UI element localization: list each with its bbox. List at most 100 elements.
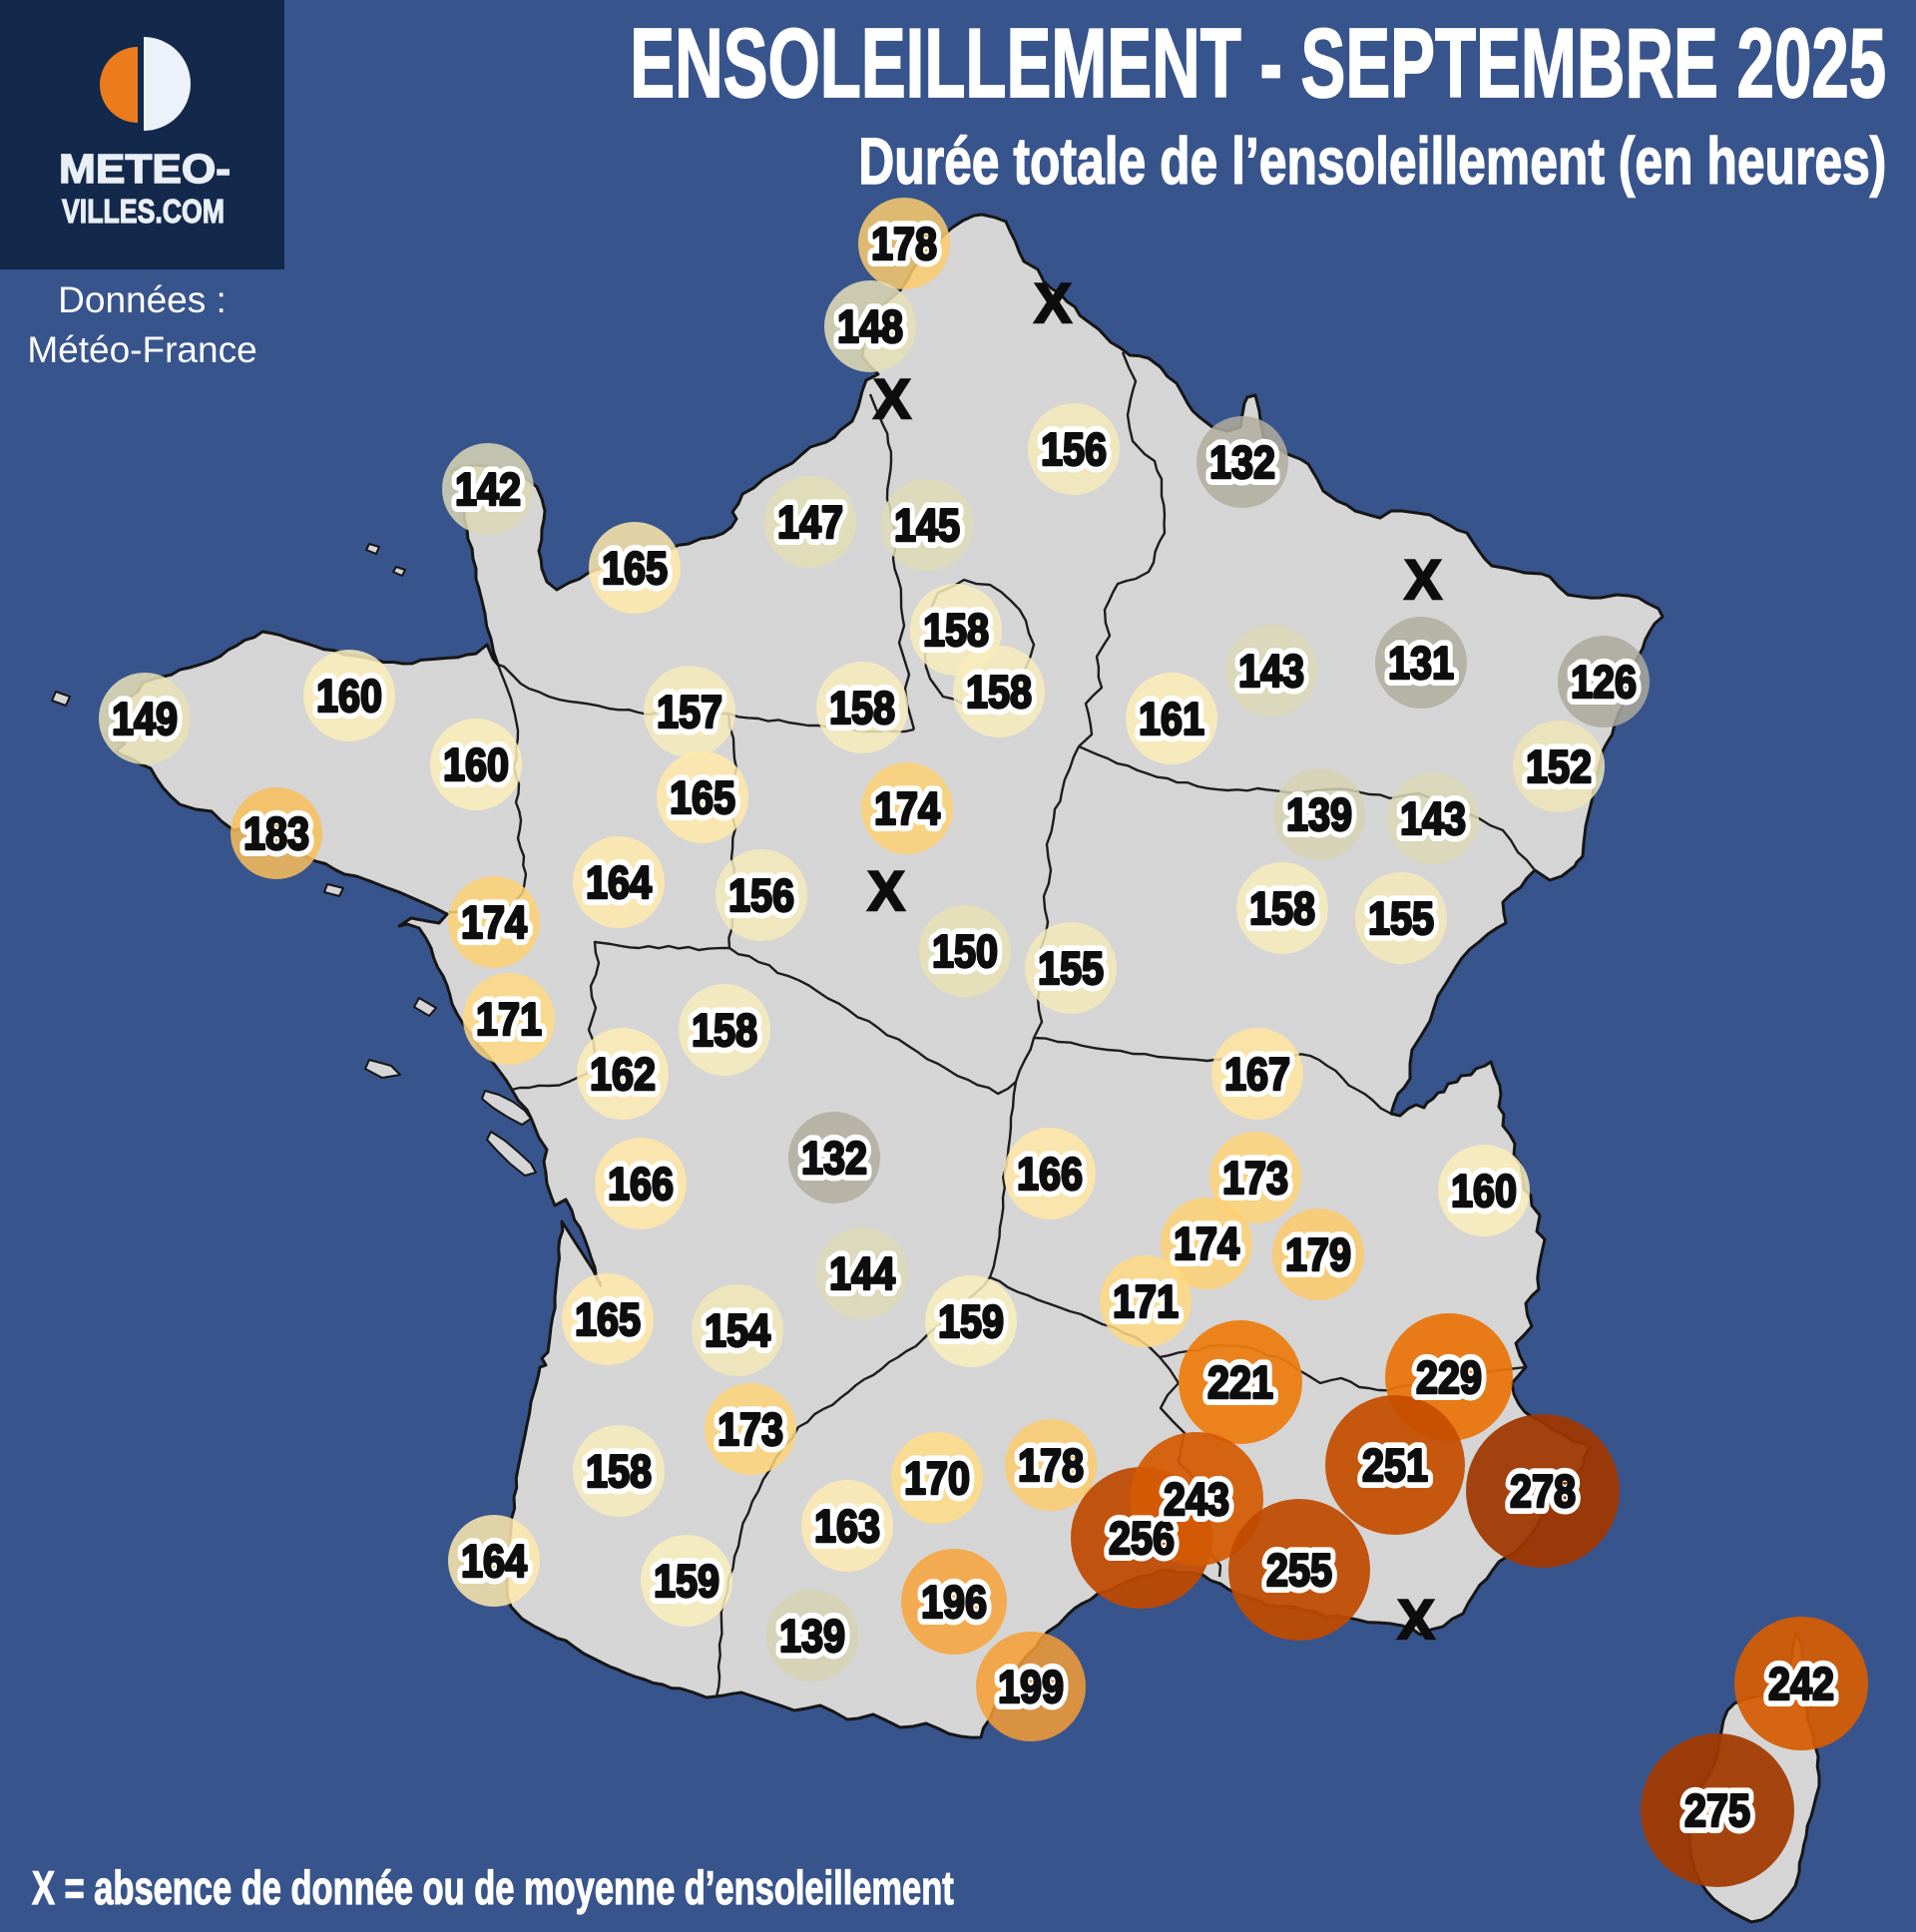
svg-text:255: 255 [1266, 1544, 1332, 1596]
svg-text:179: 179 [1285, 1228, 1351, 1280]
svg-text:173: 173 [1222, 1152, 1288, 1204]
svg-text:152: 152 [1526, 740, 1592, 792]
svg-text:158: 158 [692, 1004, 757, 1056]
svg-text:147: 147 [777, 496, 843, 548]
svg-text:171: 171 [476, 993, 542, 1045]
svg-text:164: 164 [586, 856, 652, 908]
svg-text:158: 158 [586, 1445, 652, 1497]
svg-text:162: 162 [590, 1048, 656, 1100]
svg-text:145: 145 [894, 499, 960, 551]
svg-text:196: 196 [921, 1576, 987, 1628]
svg-text:221: 221 [1207, 1356, 1273, 1408]
svg-text:X: X [1404, 548, 1441, 611]
svg-text:251: 251 [1362, 1439, 1428, 1491]
svg-text:174: 174 [461, 896, 527, 948]
svg-text:160: 160 [443, 738, 509, 790]
svg-text:144: 144 [829, 1247, 895, 1299]
svg-text:255: 255 [1266, 1544, 1332, 1596]
svg-text:174: 174 [461, 896, 527, 948]
svg-text:145: 145 [894, 499, 960, 551]
svg-text:155: 155 [1368, 892, 1434, 944]
svg-text:132: 132 [1209, 436, 1275, 488]
svg-text:157: 157 [657, 686, 722, 737]
svg-text:X: X [873, 367, 910, 430]
svg-text:173: 173 [718, 1403, 783, 1455]
svg-text:161: 161 [1139, 693, 1204, 744]
svg-text:229: 229 [1416, 1351, 1482, 1403]
svg-text:155: 155 [1038, 942, 1104, 994]
svg-text:165: 165 [670, 771, 735, 823]
svg-text:166: 166 [608, 1158, 674, 1209]
svg-text:171: 171 [1113, 1275, 1179, 1327]
svg-text:170: 170 [904, 1452, 970, 1504]
svg-text:173: 173 [718, 1403, 783, 1455]
svg-text:167: 167 [1224, 1048, 1290, 1100]
svg-text:165: 165 [575, 1293, 641, 1345]
svg-text:148: 148 [837, 300, 903, 352]
svg-text:142: 142 [455, 463, 521, 515]
svg-text:155: 155 [1038, 942, 1104, 994]
svg-text:159: 159 [654, 1555, 719, 1607]
svg-text:126: 126 [1571, 656, 1637, 708]
svg-text:174: 174 [874, 782, 940, 834]
svg-text:131: 131 [1388, 637, 1454, 689]
svg-text:139: 139 [1286, 788, 1352, 840]
svg-text:143: 143 [1238, 645, 1304, 697]
svg-text:251: 251 [1362, 1439, 1428, 1491]
svg-text:164: 164 [461, 1535, 527, 1587]
svg-text:150: 150 [932, 925, 998, 977]
svg-text:164: 164 [586, 856, 652, 908]
svg-text:171: 171 [476, 993, 542, 1045]
svg-text:164: 164 [461, 1535, 527, 1587]
svg-text:VILLES.COM: VILLES.COM [62, 193, 225, 230]
svg-text:171: 171 [1113, 1275, 1179, 1327]
svg-text:166: 166 [1017, 1148, 1083, 1200]
svg-text:147: 147 [777, 496, 843, 548]
svg-text:158: 158 [829, 682, 895, 733]
svg-text:165: 165 [602, 542, 668, 594]
svg-text:156: 156 [1041, 423, 1107, 475]
svg-text:155: 155 [1368, 892, 1434, 944]
svg-text:148: 148 [837, 300, 903, 352]
svg-text:178: 178 [1018, 1439, 1084, 1491]
svg-text:X: X [867, 859, 904, 922]
svg-text:142: 142 [455, 463, 521, 515]
svg-text:178: 178 [871, 218, 937, 269]
svg-text:143: 143 [1400, 792, 1466, 844]
svg-text:166: 166 [608, 1158, 674, 1209]
svg-text:159: 159 [938, 1295, 1004, 1347]
svg-text:196: 196 [921, 1576, 987, 1628]
svg-text:132: 132 [1209, 436, 1275, 488]
svg-text:139: 139 [779, 1610, 845, 1662]
svg-text:150: 150 [932, 925, 998, 977]
svg-text:METEO-: METEO- [59, 146, 231, 192]
svg-text:173: 173 [1222, 1152, 1288, 1204]
svg-text:139: 139 [1286, 788, 1352, 840]
svg-text:158: 158 [586, 1445, 652, 1497]
svg-text:159: 159 [654, 1555, 719, 1607]
svg-text:165: 165 [670, 771, 735, 823]
svg-text:158: 158 [923, 604, 989, 656]
svg-text:178: 178 [1018, 1439, 1084, 1491]
svg-text:174: 174 [1174, 1217, 1239, 1269]
svg-text:160: 160 [1451, 1165, 1517, 1216]
svg-text:178: 178 [871, 218, 937, 269]
svg-text:170: 170 [904, 1452, 970, 1504]
svg-text:199: 199 [998, 1661, 1064, 1712]
svg-text:163: 163 [814, 1500, 880, 1552]
svg-text:143: 143 [1238, 645, 1304, 697]
svg-text:158: 158 [1249, 882, 1315, 934]
svg-text:132: 132 [801, 1132, 867, 1184]
svg-text:166: 166 [1017, 1148, 1083, 1200]
svg-text:160: 160 [316, 670, 382, 722]
svg-text:162: 162 [590, 1048, 656, 1100]
svg-text:154: 154 [705, 1304, 770, 1356]
svg-text:158: 158 [923, 604, 989, 656]
svg-text:174: 174 [1174, 1217, 1239, 1269]
svg-text:144: 144 [829, 1247, 895, 1299]
svg-text:158: 158 [692, 1004, 757, 1056]
svg-text:156: 156 [728, 869, 794, 921]
svg-text:183: 183 [243, 807, 309, 859]
svg-text:157: 157 [657, 686, 722, 737]
svg-text:256: 256 [1109, 1512, 1175, 1564]
